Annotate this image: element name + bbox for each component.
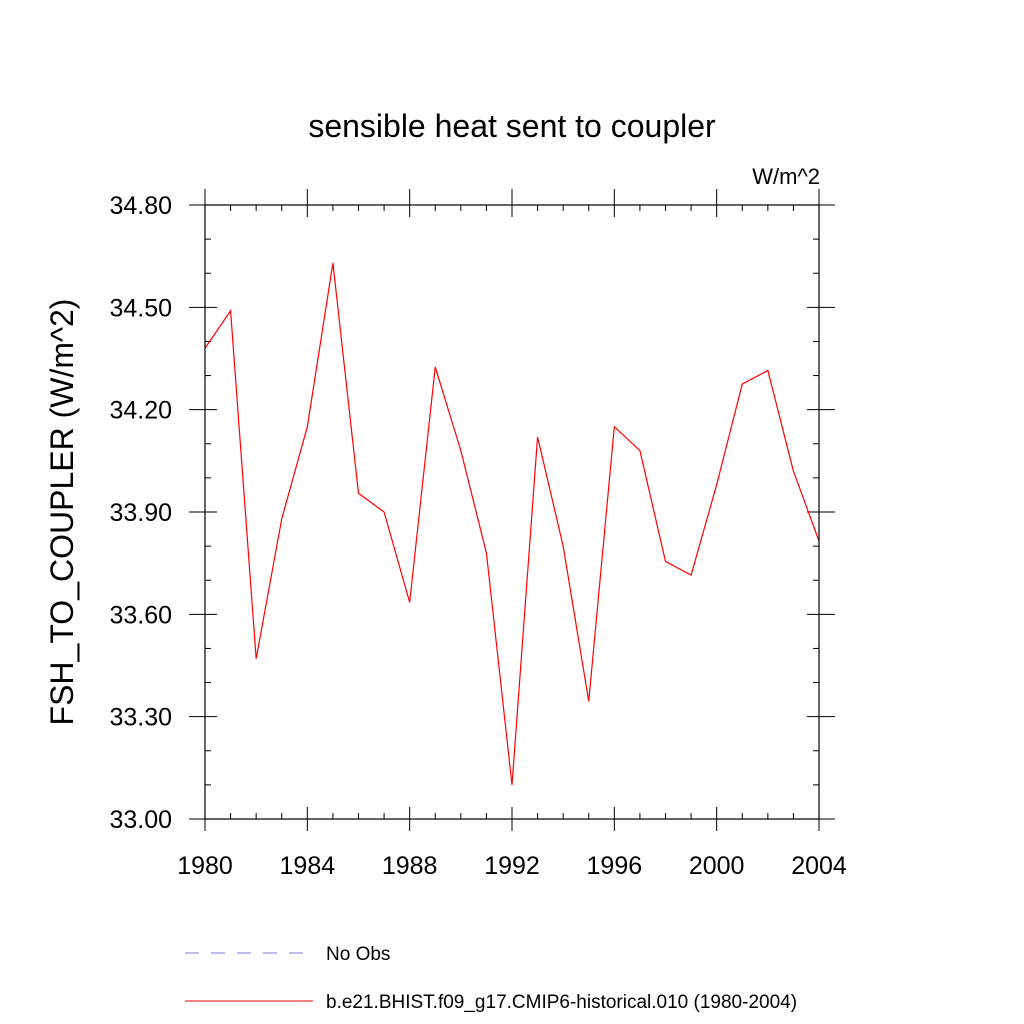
plot-frame — [204, 204, 820, 820]
x-tick-label: 2004 — [791, 852, 847, 880]
y-tick-label: 34.20 — [109, 397, 172, 425]
chart-title: sensible heat sent to coupler — [308, 108, 716, 144]
y-tick-label: 33.60 — [109, 601, 172, 629]
series-group — [204, 262, 820, 785]
x-tick-label: 2000 — [689, 852, 745, 880]
y-tick-label: 33.00 — [109, 806, 172, 834]
x-tick-labels: 1980 1984 1988 1992 1996 2000 2004 — [177, 852, 847, 880]
minor-ticks — [205, 205, 819, 819]
legend: No Obs b.e21.BHIST.f09_g17.CMIP6-histori… — [185, 944, 797, 1013]
x-tick-label: 1992 — [484, 852, 540, 880]
x-tick-label: 1996 — [587, 852, 643, 880]
y-axis-label: FSH_TO_COUPLER (W/m^2) — [44, 299, 80, 726]
y-tick-label: 33.90 — [109, 499, 172, 527]
x-tick-label: 1988 — [382, 852, 438, 880]
legend-label-no-obs: No Obs — [326, 944, 390, 965]
x-tick-label: 1980 — [177, 852, 233, 880]
units-label: W/m^2 — [752, 164, 820, 189]
y-tick-label: 34.50 — [109, 294, 172, 322]
series-line — [204, 262, 820, 785]
major-ticks — [189, 189, 835, 831]
y-tick-label: 33.30 — [109, 704, 172, 732]
legend-label-model: b.e21.BHIST.f09_g17.CMIP6-historical.010… — [326, 992, 797, 1013]
y-tick-label: 34.80 — [109, 192, 172, 220]
y-tick-labels: 33.00 33.30 33.60 33.90 34.20 34.50 34.80 — [109, 192, 172, 834]
x-tick-label: 1984 — [280, 852, 336, 880]
